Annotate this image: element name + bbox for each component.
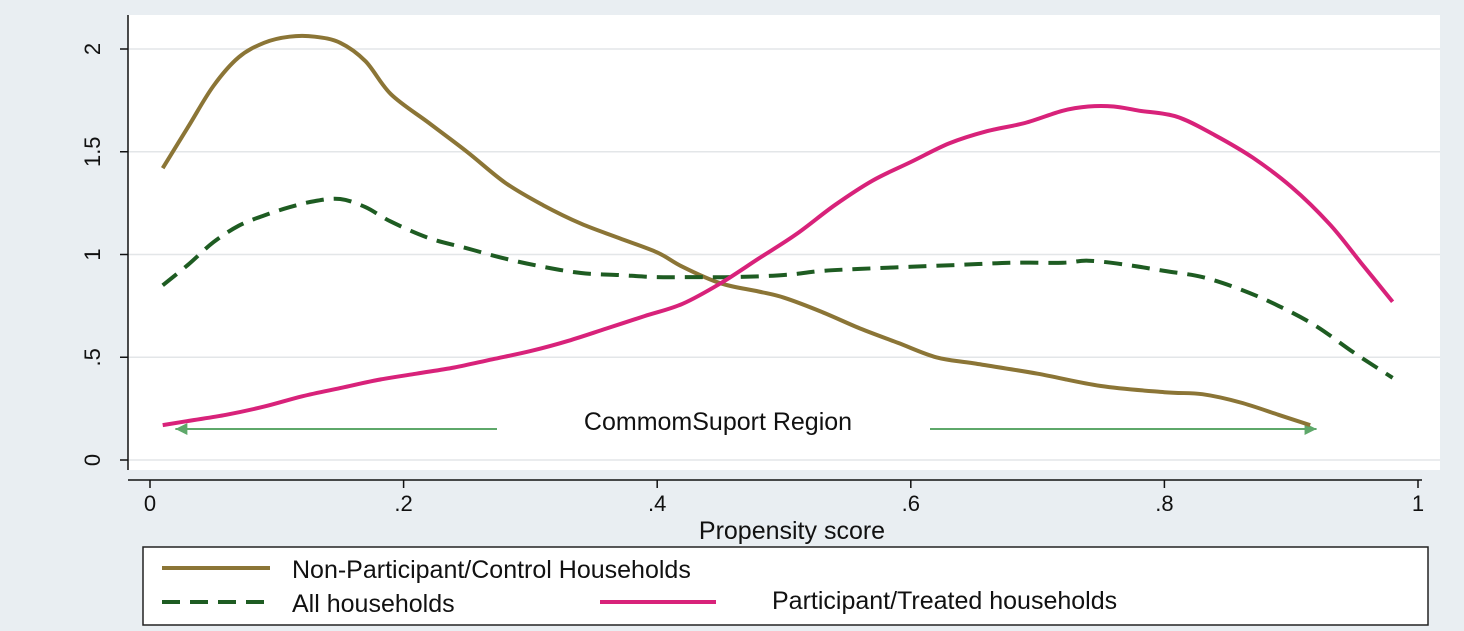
legend-box — [142, 546, 1429, 626]
x-tick-label: 1 — [1412, 491, 1424, 516]
series-line-treated — [162, 104, 1395, 428]
series-line-all — [161, 196, 1394, 380]
y-tick-label: .5 — [80, 348, 105, 366]
support-region-arrowhead-left — [175, 423, 188, 436]
x-tick-label: .8 — [1155, 491, 1173, 516]
annotation: CommomSuport Region — [175, 408, 1317, 436]
x-tick-label: 0 — [144, 491, 156, 516]
legend-label-control: Non-Participant/Control Households — [292, 556, 691, 584]
legend-label-treated: Participant/Treated households — [772, 587, 1117, 615]
support-region-label: CommomSuport Region — [584, 408, 852, 436]
series — [160, 33, 1395, 428]
x-tick-label: .6 — [902, 491, 920, 516]
x-axis-title: Propensity score — [699, 517, 885, 545]
x-tick-label: .2 — [394, 491, 412, 516]
x-tick-label: .4 — [648, 491, 666, 516]
series-line-control — [160, 33, 1311, 428]
grid — [128, 48, 1440, 461]
legend: Non-Participant/Control Households All h… — [142, 546, 1429, 626]
y-tick-label: 0 — [80, 454, 105, 466]
y-tick-label: 2 — [80, 43, 105, 55]
legend-label-all: All households — [292, 590, 455, 618]
y-tick-label: 1 — [80, 248, 105, 260]
ticks: 0 .5 1 1.5 2 0 .2 .4 .6 .8 1 — [80, 43, 1424, 516]
axes — [127, 15, 1422, 481]
y-tick-label: 1.5 — [80, 136, 105, 167]
